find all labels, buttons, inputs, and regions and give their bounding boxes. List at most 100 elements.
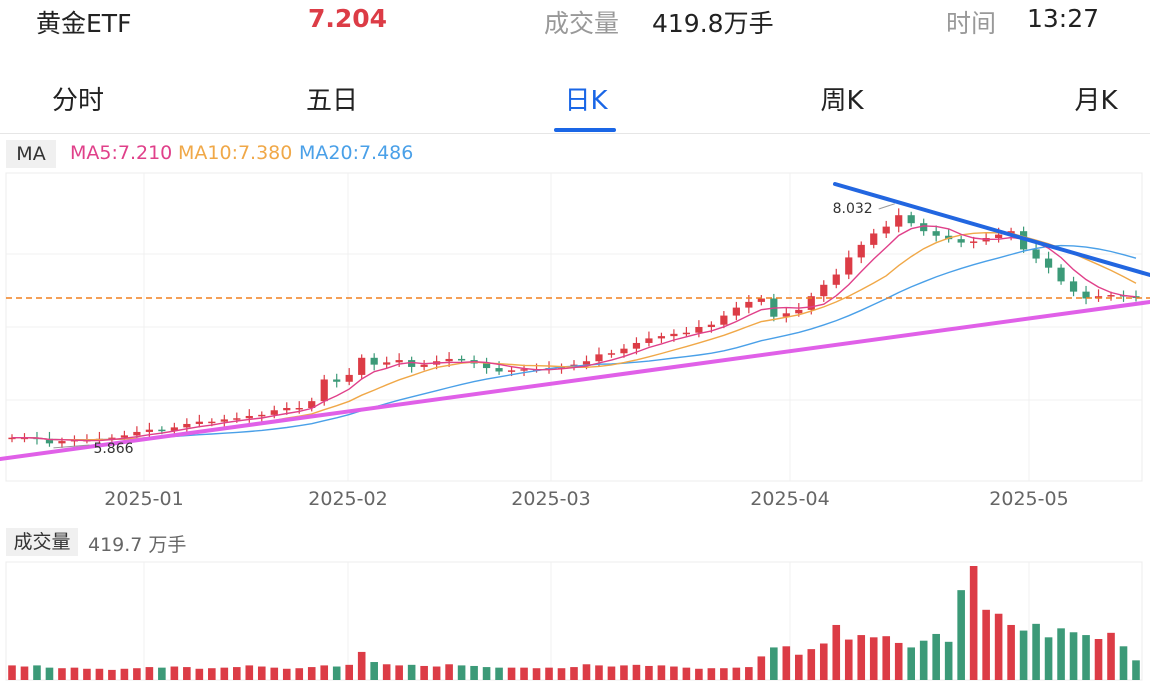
candle-body (970, 241, 978, 243)
volume-bar (295, 668, 304, 680)
volume-value: 419.8万手 (652, 9, 774, 38)
volume-bar (70, 667, 79, 680)
time-label: 时间 (946, 9, 997, 38)
candle-body (995, 234, 1003, 239)
volume-bar (969, 566, 978, 680)
volume-bar (745, 667, 753, 680)
tab-intraday[interactable]: 分时 (51, 86, 104, 116)
volume-bar (919, 640, 928, 680)
volume-bar (320, 665, 329, 680)
volume-bar (770, 647, 778, 680)
volume-bar (170, 666, 179, 680)
tab-weekly-k[interactable]: 周K (820, 86, 864, 116)
candle-body (620, 348, 628, 354)
volume-bar (1069, 632, 1078, 680)
candle-body (507, 370, 516, 372)
volume-bar (857, 635, 866, 680)
candle-body (870, 233, 878, 245)
low-marker-line (53, 444, 90, 449)
volume-bar (133, 668, 141, 680)
volume-bar (632, 664, 641, 680)
candle-body (695, 327, 703, 333)
candle-body (158, 429, 166, 432)
candle-body (458, 358, 466, 361)
candle-body (632, 342, 641, 349)
candle-body (170, 427, 178, 431)
volume-indicator-selector[interactable]: 成交量 (6, 528, 78, 556)
volume-bar (1044, 637, 1053, 680)
volume-bar (782, 646, 791, 680)
candle-body (882, 226, 890, 234)
volume-bar (307, 667, 316, 680)
candle-body (745, 301, 753, 308)
volume-bar (233, 667, 241, 680)
volume-bar (257, 666, 266, 680)
volume-indicator-value: 419.7 万手 (88, 534, 187, 556)
volume-bar (844, 639, 853, 680)
volume-bar (620, 665, 628, 680)
tab-daily-k[interactable]: 日K (564, 86, 608, 116)
volume-bar (395, 665, 403, 680)
candle-body (333, 379, 341, 382)
candle-body (670, 333, 678, 337)
candle-body (920, 223, 928, 232)
volume-bar (732, 667, 741, 680)
candle-body (582, 361, 591, 365)
volume-bars (8, 566, 1140, 680)
candle-body (183, 423, 191, 428)
candle-body (420, 364, 428, 367)
candle-body (482, 363, 491, 369)
volume-bar (1007, 624, 1015, 680)
volume-bar (994, 613, 1003, 680)
tab-monthly-k[interactable]: 月K (1074, 86, 1118, 116)
volume-bar (495, 667, 503, 680)
candle-body (295, 407, 303, 410)
ma20-label: MA20:7.486 (299, 142, 414, 164)
volume-bar (1119, 646, 1128, 680)
volume-bar (158, 667, 166, 680)
candle-body (1082, 291, 1090, 299)
candle-body (308, 401, 316, 408)
candle-body (195, 421, 203, 424)
volume-bar (420, 665, 428, 680)
candle-body (520, 369, 528, 371)
volume-bar (894, 642, 903, 680)
volume-bar (482, 667, 491, 680)
volume-bar (120, 668, 129, 680)
volume-bar (1019, 630, 1028, 680)
volume-bar (807, 649, 816, 680)
volume-bar (982, 609, 990, 680)
volume-bar (20, 666, 29, 680)
volume-bar (33, 665, 41, 680)
volume-bar (907, 647, 915, 680)
ma5-line (12, 225, 1137, 442)
candle-body (845, 257, 853, 275)
volume-bar (570, 667, 578, 680)
candle-body (607, 353, 616, 355)
volume-bar (357, 651, 366, 680)
volume-bar (520, 667, 528, 680)
instrument-name: 黄金ETF (36, 9, 132, 38)
active-tab-indicator (554, 128, 616, 132)
volume-bar (832, 624, 841, 680)
tab-five-day[interactable]: 五日 (305, 86, 358, 116)
volume-bar (407, 664, 416, 680)
x-tick-label: 2025-01 (104, 488, 183, 510)
ma20-line (12, 244, 1137, 441)
ma10-line (12, 231, 1137, 441)
candle-body (370, 357, 378, 365)
candle-body (445, 358, 453, 362)
volume-bar (1132, 660, 1140, 680)
volume-bar (595, 665, 603, 680)
volume-bar (370, 662, 378, 680)
ma-type-selector[interactable]: MA (6, 140, 56, 168)
volume-bar (819, 643, 828, 680)
volume-bar (720, 668, 728, 680)
volume-bar (195, 668, 204, 680)
volume-bar (282, 668, 291, 680)
candle-body (682, 332, 690, 335)
candle-body (857, 244, 865, 258)
volume-bar (220, 667, 229, 680)
candle-body (595, 354, 603, 362)
